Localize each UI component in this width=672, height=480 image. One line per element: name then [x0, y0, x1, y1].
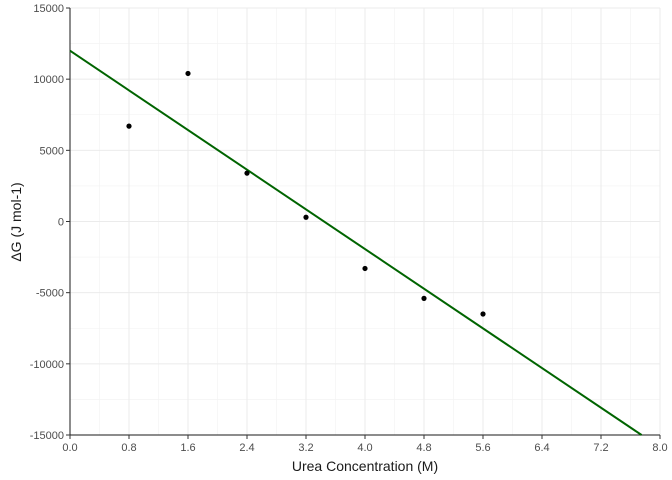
data-point [303, 214, 309, 220]
y-axis-title: ΔG (J mol-1) [8, 182, 24, 261]
x-tick-label: 7.2 [593, 442, 608, 454]
y-tick-label: 0 [58, 217, 64, 229]
y-tick-label: -5000 [36, 288, 64, 300]
data-point [185, 70, 191, 77]
x-tick-label: 8.0 [652, 442, 667, 454]
x-tick-label: 4.0 [357, 442, 372, 454]
y-tick-label: -15000 [30, 430, 64, 442]
x-tick-label: 0.0 [62, 442, 77, 454]
regression-line [69, 49, 643, 436]
x-tick-label: 5.6 [475, 442, 490, 454]
x-tick-label: 2.4 [239, 442, 254, 454]
y-tick-label: 5000 [40, 145, 64, 157]
data-point [362, 265, 368, 272]
x-tick-label: 6.4 [534, 442, 549, 454]
x-tick-label: 3.2 [298, 442, 313, 454]
data-point [244, 170, 250, 176]
y-tick-label: 15000 [33, 3, 64, 15]
fit-line [69, 49, 643, 436]
data-points [126, 70, 486, 317]
data-point [126, 123, 132, 129]
x-tick-label: 4.8 [416, 442, 431, 454]
y-tick-label: 10000 [33, 74, 64, 86]
x-tick-label: 1.6 [180, 442, 195, 454]
x-axis-title: Urea Concentration (M) [292, 458, 438, 474]
data-point [480, 311, 486, 317]
data-point [421, 295, 427, 301]
tick-labels: 0.0 0.8 1.6 2.4 3.2 4.0 4.8 5.6 6.4 7.2 8.0 -15000 -… [30, 3, 668, 454]
x-tick-label: 0.8 [121, 442, 136, 454]
axes [66, 7, 661, 439]
y-tick-label: -10000 [30, 359, 64, 371]
